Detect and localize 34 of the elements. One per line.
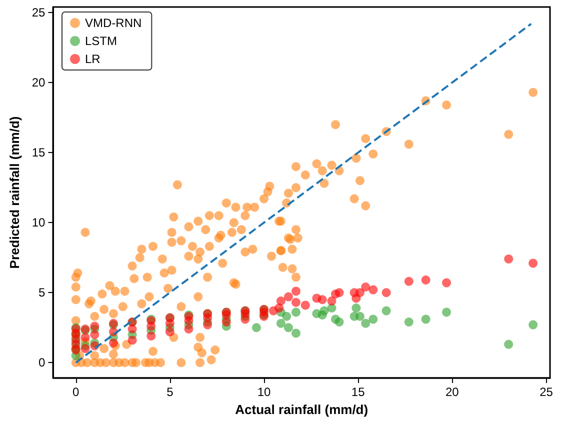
- x-tick-label: 15: [351, 385, 366, 399]
- point: [368, 314, 378, 324]
- point: [504, 340, 514, 349]
- point: [291, 308, 300, 317]
- point: [361, 318, 370, 328]
- point: [252, 323, 261, 332]
- legend-label: LSTM: [85, 34, 118, 48]
- point: [331, 314, 340, 324]
- point: [291, 328, 300, 338]
- point: [442, 308, 452, 317]
- point: [312, 309, 322, 318]
- point: [404, 318, 414, 326]
- legend-label: VMD-RNN: [85, 16, 142, 30]
- x-tick-label: 20: [445, 385, 460, 399]
- point: [276, 318, 286, 328]
- point: [350, 312, 359, 321]
- x-tick-label: 0: [72, 385, 80, 399]
- y-tick-label: 20: [32, 76, 46, 90]
- x-tick-label: 25: [540, 385, 554, 399]
- x-axis-title: Actual rainfall (mm/d): [235, 402, 368, 417]
- point: [382, 306, 391, 316]
- point: [284, 323, 293, 332]
- y-axis-title: Predicted rainfall (mm/d): [7, 116, 22, 269]
- y-tick-label: 0: [38, 356, 46, 370]
- point: [352, 304, 361, 312]
- point: [421, 314, 430, 324]
- y-tick-label: 5: [38, 286, 46, 300]
- y-tick-label: 15: [32, 146, 46, 160]
- legend-label: LR: [85, 52, 101, 66]
- x-tick-label: 10: [257, 385, 271, 399]
- point: [528, 320, 538, 330]
- y-tick-label: 25: [32, 6, 46, 20]
- y-tick-label: 10: [32, 216, 46, 230]
- x-tick-label: 5: [166, 385, 174, 399]
